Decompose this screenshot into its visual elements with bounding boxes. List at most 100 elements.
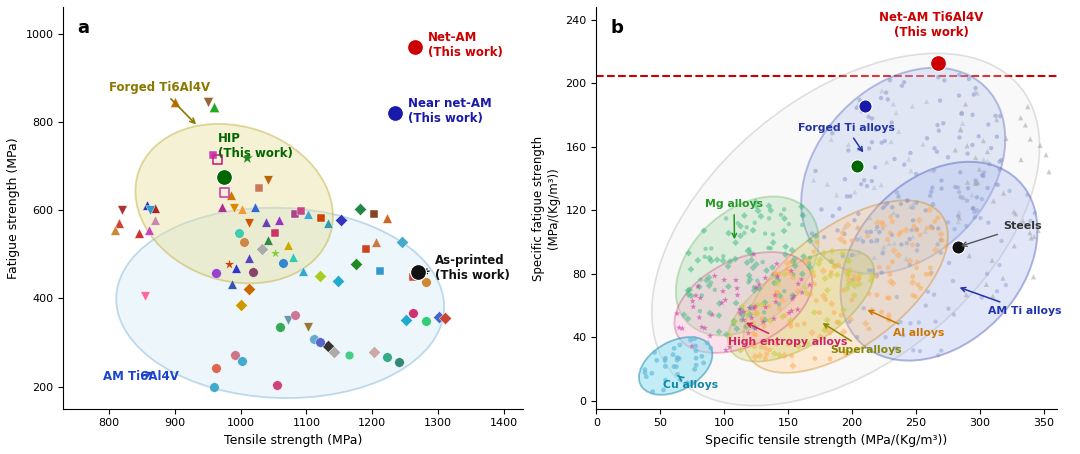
Point (745, 305, 762, 312)
Point (796, 320, 813, 327)
Point (855, 305, 873, 312)
Point (995, 275, 1012, 282)
Point (738, 323, 755, 331)
Text: High entropy alloys: High entropy alloys (728, 323, 848, 347)
Point (833, 311, 850, 319)
Point (711, 300, 728, 307)
Point (903, 227, 920, 234)
Point (890, 252, 907, 259)
Point (706, 286, 724, 293)
Point (747, 203, 765, 211)
Point (793, 276, 810, 283)
Point (886, 247, 903, 254)
Point (768, 289, 785, 296)
Point (819, 181, 836, 188)
Point (840, 276, 858, 284)
Point (846, 188, 863, 196)
Point (770, 301, 787, 308)
Point (881, 77, 899, 84)
Point (849, 163, 866, 170)
Point (850, 146, 867, 153)
Point (680, 249, 698, 257)
Point (768, 294, 785, 301)
Point (679, 315, 697, 322)
Point (825, 309, 842, 316)
Point (293, 207, 310, 215)
Point (755, 309, 772, 316)
Point (867, 237, 885, 244)
Point (746, 343, 764, 350)
Point (849, 236, 866, 243)
Point (762, 207, 780, 214)
Point (665, 345, 683, 352)
Point (831, 261, 848, 268)
Point (733, 303, 751, 310)
Point (784, 258, 801, 265)
Point (701, 310, 718, 317)
Point (840, 281, 858, 288)
Point (926, 167, 943, 174)
Point (866, 164, 883, 171)
Point (880, 294, 897, 301)
Point (728, 285, 745, 292)
Point (984, 292, 1001, 300)
Point (838, 285, 855, 292)
X-axis label: Specific tensile strength (MPa/(Kg/m³)): Specific tensile strength (MPa/(Kg/m³)) (705, 434, 947, 447)
Point (978, 270, 996, 277)
Point (888, 293, 905, 301)
Point (779, 260, 796, 267)
Point (1038, 151, 1055, 158)
Point (880, 315, 897, 322)
Point (714, 257, 731, 264)
Point (852, 181, 869, 188)
Point (738, 224, 755, 231)
Point (910, 319, 928, 326)
Point (207, 269, 225, 276)
Point (953, 110, 970, 117)
Point (784, 362, 801, 370)
Point (987, 112, 1004, 119)
Point (325, 349, 342, 356)
Point (863, 307, 880, 315)
Point (823, 257, 840, 265)
Point (794, 212, 811, 219)
Point (823, 300, 840, 307)
Point (915, 140, 932, 148)
Point (657, 357, 674, 364)
Point (671, 341, 688, 349)
Point (878, 158, 895, 166)
Point (741, 311, 758, 318)
Point (1001, 188, 1018, 195)
Point (251, 185, 268, 192)
Point (240, 219, 257, 226)
Point (975, 169, 993, 176)
Point (917, 207, 934, 214)
Point (746, 219, 764, 227)
Point (921, 271, 939, 278)
Point (791, 343, 808, 350)
Point (823, 136, 840, 143)
Point (926, 200, 943, 207)
Point (882, 138, 900, 145)
Point (988, 133, 1005, 140)
Point (138, 201, 156, 208)
Point (747, 198, 765, 206)
Point (721, 258, 739, 265)
Text: Net-AM Ti6Al4V
(This work): Net-AM Ti6Al4V (This work) (879, 11, 984, 39)
Point (840, 141, 858, 148)
Point (850, 275, 867, 282)
Point (728, 325, 745, 332)
Point (901, 257, 918, 265)
Point (816, 296, 834, 303)
Point (895, 79, 913, 86)
Point (846, 282, 863, 290)
Point (909, 281, 927, 288)
Point (997, 281, 1014, 289)
Point (753, 315, 770, 322)
Point (747, 284, 765, 291)
Point (1012, 114, 1029, 121)
Point (687, 342, 704, 350)
Point (804, 230, 821, 237)
Point (674, 325, 691, 332)
Point (777, 251, 794, 258)
